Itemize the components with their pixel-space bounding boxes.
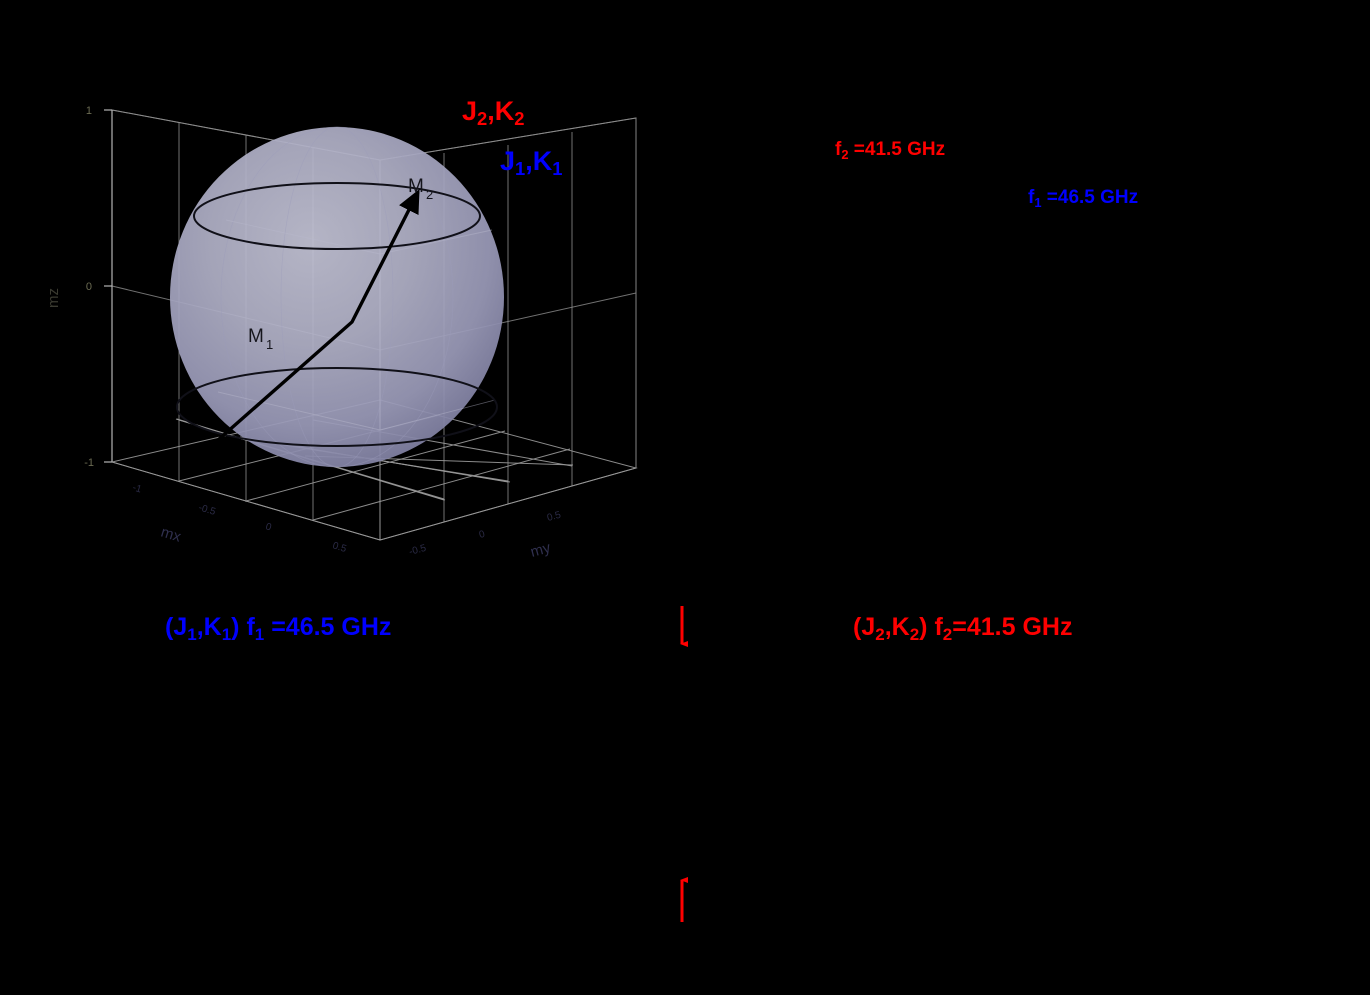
caption-jk1-f1: (J1,K1) f1 =46.5 GHz [165, 613, 392, 643]
f2-symbol: f [835, 139, 842, 160]
f2-subscript: 2 [841, 146, 849, 162]
x-tick-1: -0.5 [197, 502, 217, 518]
jk1b-open: (J [165, 613, 188, 641]
y-tick-2: 0.5 [546, 510, 563, 524]
jk1-mid: ,K [525, 146, 553, 176]
x-tick-0: -1 [131, 482, 143, 495]
label-jk2-sphere: J2,K2 [462, 96, 524, 128]
jk1b-sub1: 1 [187, 624, 197, 644]
x-tick-3: 0.5 [331, 540, 348, 555]
m1-label-symbol: M [248, 326, 264, 347]
y-axis-ticks: -0.5 0 0.5 my [408, 510, 563, 561]
jk2b-close: ) f [919, 613, 943, 641]
m1-label: M 1 [248, 326, 273, 352]
z-tick-bottom: -1 [84, 457, 94, 469]
jk2b-open: (J [853, 613, 876, 641]
y-axis-label: my [529, 539, 553, 561]
jk1b-sub3: 1 [254, 624, 265, 644]
f2-value: =41.5 GHz [848, 139, 946, 160]
z-tick-top: 1 [86, 105, 92, 117]
x-axis-label: mx [159, 524, 184, 546]
m2-label-symbol: M [408, 176, 424, 197]
y-tick-1: 0 [478, 529, 487, 541]
jk1b-value: =46.5 GHz [264, 613, 392, 641]
z-axis: 1 0 -1 mz [45, 105, 113, 469]
z-tick-mid: 0 [86, 281, 92, 293]
m2-label: M 2 [408, 176, 433, 202]
y-tick-0: -0.5 [408, 543, 428, 558]
caption-jk2-f2: (J2,K2) f2=41.5 GHz [853, 613, 1073, 643]
jk1b-close: ) f [231, 613, 255, 641]
jk1-sub1: 1 [515, 158, 526, 180]
jk2b-sub1: 2 [875, 624, 885, 644]
magnetization-vector-arrow [195, 188, 420, 462]
unit-sphere [170, 126, 504, 468]
jk2b-value: =41.5 GHz [952, 613, 1073, 641]
jk2b-sub2: 2 [909, 624, 920, 644]
jk1b-sub2: 1 [221, 624, 232, 644]
f1-value: =46.5 GHz [1041, 187, 1139, 208]
m2-label-subscript: 2 [426, 187, 433, 202]
transition-arrow-down [680, 606, 688, 647]
jk2-sub2: 2 [514, 108, 525, 130]
z-axis-label: mz [45, 288, 62, 308]
jk1b-mid: ,K [196, 613, 222, 641]
jk2b-sub3: 2 [942, 624, 953, 644]
x-tick-2: 0 [264, 521, 273, 533]
x-axis-ticks: -1 -0.5 0 0.5 mx [131, 482, 348, 555]
jk1-sub2: 1 [552, 158, 563, 180]
bloch-sphere-plot: 1 0 -1 mz -1 -0.5 0 0.5 mx -0.5 0 0.5 my [40, 70, 660, 590]
jk1-prefix: J [500, 146, 516, 176]
f1-symbol: f [1028, 187, 1035, 208]
label-f2-frequency: f2 =41.5 GHz [835, 139, 946, 162]
m1-label-subscript: 1 [266, 337, 273, 352]
jk2-prefix: J [462, 96, 478, 126]
jk2-sub1: 2 [477, 108, 488, 130]
label-jk1-sphere: J1,K1 [500, 146, 562, 178]
label-f1-frequency: f1 =46.5 GHz [1028, 187, 1139, 210]
f1-subscript: 1 [1034, 194, 1042, 210]
jk2-mid: ,K [487, 96, 515, 126]
jk2b-mid: ,K [884, 613, 910, 641]
transition-arrow-up [680, 877, 688, 922]
